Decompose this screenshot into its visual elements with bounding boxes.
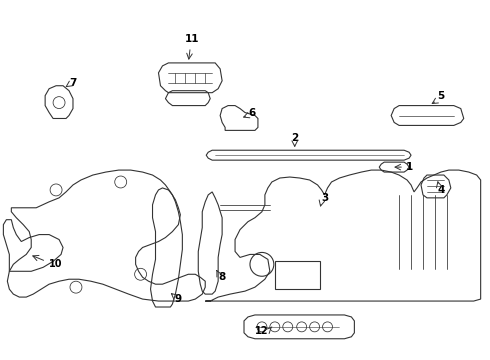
Text: 1: 1 [405, 162, 413, 172]
Text: 2: 2 [291, 133, 298, 143]
Text: 4: 4 [437, 185, 444, 195]
Text: 10: 10 [49, 259, 63, 269]
Text: 5: 5 [437, 91, 444, 101]
Text: 6: 6 [248, 108, 256, 117]
Text: 8: 8 [219, 272, 226, 282]
Bar [275, 261, 319, 289]
Text: 9: 9 [175, 294, 182, 304]
Text: 3: 3 [321, 193, 328, 203]
Text: 7: 7 [69, 78, 76, 88]
Text: 12: 12 [255, 326, 269, 336]
Text: 11: 11 [185, 34, 199, 44]
